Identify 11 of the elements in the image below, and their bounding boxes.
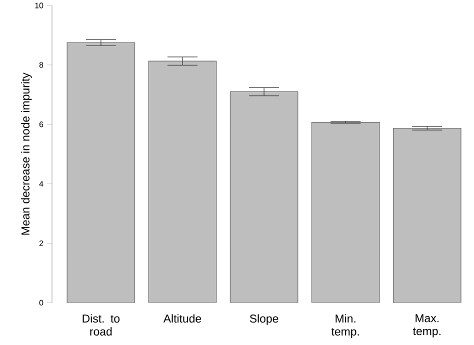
y-axis-title: Mean decrease in node impurity [21,72,32,235]
bar [230,92,298,303]
bar [393,128,462,303]
x-tick-label: Min. temp. [331,314,359,338]
x-tick-label: Altitude [163,314,202,323]
x-tick-label: Dist. to road [82,314,120,336]
bar [148,61,216,303]
x-tick-label: Max. temp. [412,314,440,338]
x-tick-label: Slope [250,314,278,325]
bar [67,42,135,303]
bar [312,122,380,303]
